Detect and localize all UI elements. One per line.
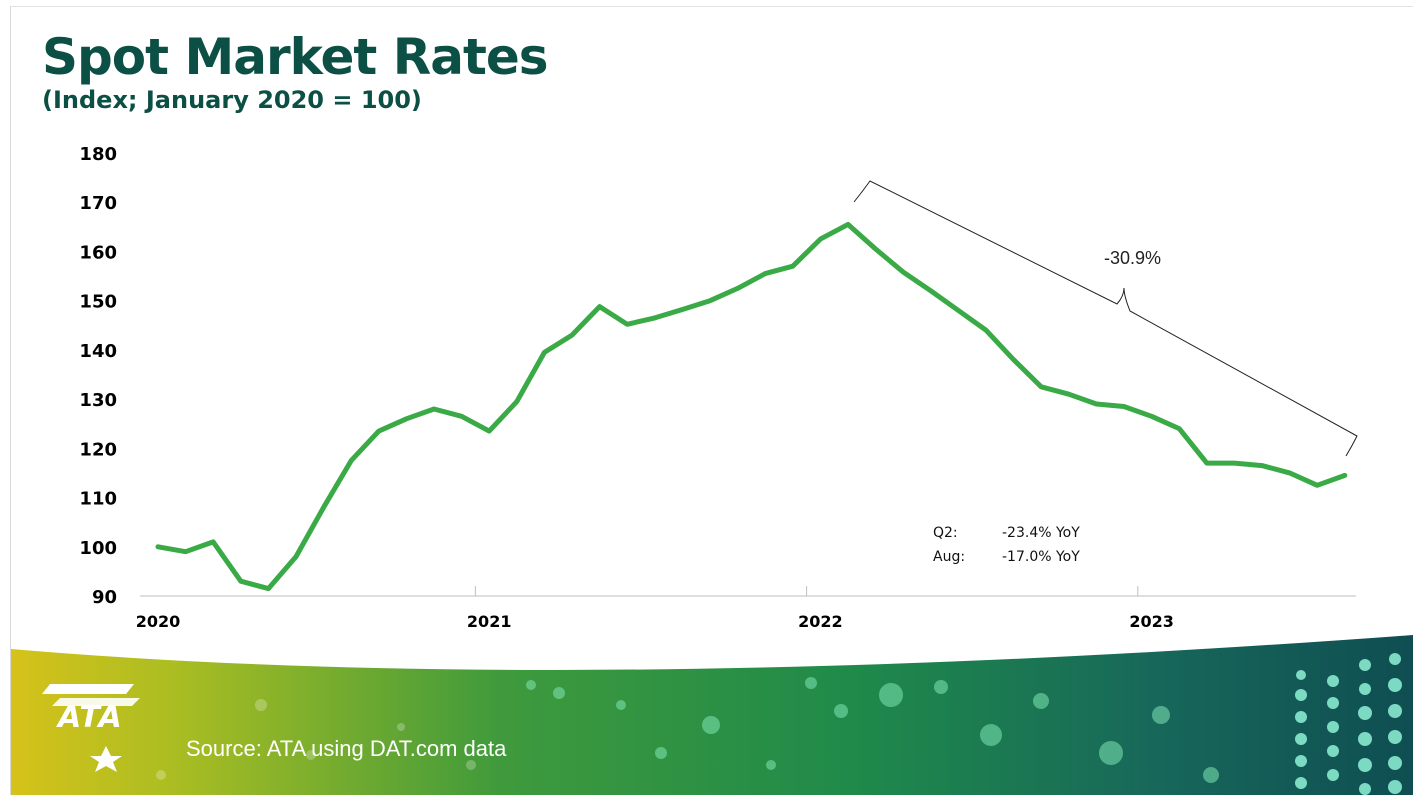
q2-label: Q2: [933, 525, 958, 541]
y-tick-label: 180 [79, 144, 117, 165]
change-percent-label: -30.9% [1104, 248, 1161, 268]
logo-text: ATA [58, 700, 123, 735]
source-note: Source: ATA using DAT.com data [186, 736, 507, 761]
y-tick-label: 160 [79, 242, 117, 263]
y-tick-label: 110 [79, 489, 117, 510]
change-bracket [853, 180, 1358, 457]
aug-label: Aug: [933, 549, 965, 565]
chart-subtitle: (Index; January 2020 = 100) [42, 86, 422, 114]
x-axis: 2020 2021 2022 2023 [136, 586, 1356, 631]
ata-logo-icon [42, 684, 140, 772]
series-line [155, 221, 1348, 592]
y-tick-label: 170 [79, 193, 117, 214]
y-tick-label: 100 [79, 538, 117, 559]
y-tick-label: 130 [79, 390, 117, 411]
aug-value: -17.0% YoY [1002, 549, 1080, 565]
y-tick-label: 140 [79, 341, 117, 362]
slide [10, 6, 1413, 795]
series-group [155, 221, 1348, 592]
footer-banner [11, 635, 1413, 795]
y-tick-label: 150 [79, 292, 117, 313]
q2-value: -23.4% YoY [1002, 525, 1080, 541]
x-tick-label: 2023 [1129, 612, 1174, 631]
y-tick-label: 90 [92, 587, 117, 608]
x-tick-label: 2021 [467, 612, 512, 631]
y-axis: 90 100 110 120 130 140 150 160 170 180 [79, 144, 117, 608]
y-tick-label: 120 [79, 439, 117, 460]
x-tick-label: 2022 [798, 612, 843, 631]
x-tick-label: 2020 [136, 612, 181, 631]
chart-title: Spot Market Rates [42, 28, 549, 86]
